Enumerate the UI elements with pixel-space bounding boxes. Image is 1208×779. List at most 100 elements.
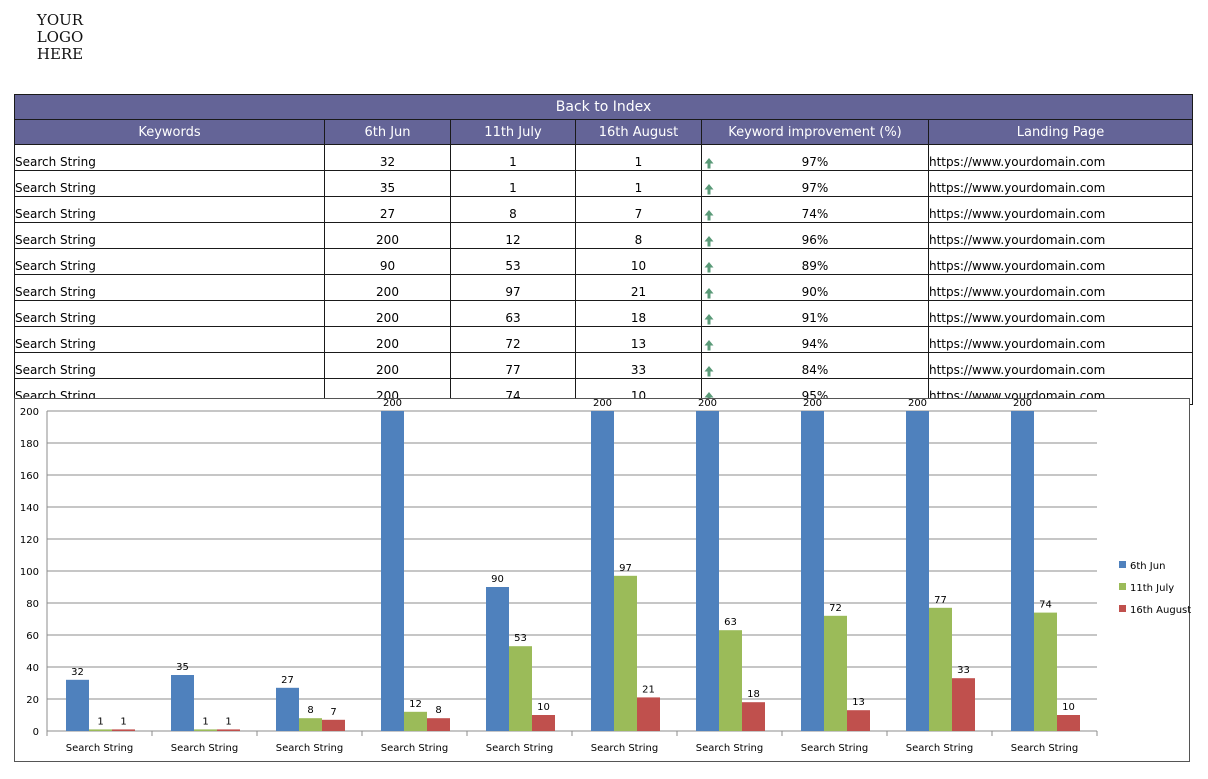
rank-6th-jun-cell: 200 <box>324 274 451 301</box>
y-tick-label: 40 <box>26 663 39 674</box>
table-row: Search String 32 1 1 97% https://www.yourdoma… <box>14 144 1194 171</box>
up-arrow-icon <box>704 184 714 195</box>
keyword-cell: Search String <box>14 326 325 353</box>
bar <box>847 710 870 731</box>
logo-line-3: HERE <box>36 45 84 63</box>
data-label: 7 <box>330 707 336 718</box>
data-label: 200 <box>383 399 402 409</box>
rank-16th-august-cell: 33 <box>575 352 702 379</box>
table-row: Search String 35 1 1 97% https://www.yourdoma… <box>14 170 1194 197</box>
bar <box>1057 715 1080 731</box>
rank-11th-july-cell: 72 <box>450 326 576 353</box>
landing-page-cell: https://www.yourdomain.com <box>927 248 1194 275</box>
keyword-table: Back to Index Keywords 6th Jun 11th July… <box>13 94 1194 405</box>
landing-page-cell: https://www.yourdomain.com <box>927 222 1194 249</box>
data-label: 18 <box>747 689 760 700</box>
table-row: Search String 200 77 33 84% https://www.yourd… <box>14 352 1194 379</box>
improvement-cell: 84% <box>701 352 929 379</box>
bar <box>66 679 89 731</box>
data-label: 200 <box>908 399 927 409</box>
rank-6th-jun-cell: 200 <box>324 300 451 327</box>
landing-page-cell: https://www.yourdomain.com <box>927 352 1194 379</box>
rank-6th-jun-cell: 27 <box>324 196 451 223</box>
data-label: 10 <box>537 702 550 713</box>
bar <box>824 615 847 731</box>
logo-line-2: LOGO <box>36 28 84 46</box>
table-row: Search String 200 72 13 94% https://www.yourd… <box>14 326 1194 353</box>
bar <box>194 729 217 731</box>
rank-16th-august-cell: 1 <box>575 144 702 171</box>
table-row: Search String 27 8 7 74% https://www.yourdoma… <box>14 196 1194 223</box>
logo: YOUR LOGO HERE <box>28 12 92 63</box>
data-label: 12 <box>409 699 422 710</box>
rank-16th-august-cell: 21 <box>575 274 702 301</box>
bar <box>801 411 824 731</box>
keyword-cell: Search String <box>14 352 325 379</box>
x-tick-label: Search String <box>486 743 553 754</box>
legend-label: 6th Jun <box>1130 561 1165 572</box>
bar <box>276 687 299 731</box>
landing-page-cell: https://www.yourdomain.com <box>927 144 1194 171</box>
bar <box>89 729 112 731</box>
y-tick-label: 120 <box>20 535 39 546</box>
keyword-cell: Search String <box>14 196 325 223</box>
y-tick-label: 0 <box>33 727 39 738</box>
y-tick-label: 80 <box>26 599 39 610</box>
up-arrow-icon <box>704 392 714 403</box>
rank-6th-jun-cell: 200 <box>324 352 451 379</box>
bar <box>1011 411 1034 731</box>
back-to-index-link[interactable]: Back to Index <box>13 94 1194 120</box>
rank-6th-jun-cell: 200 <box>324 326 451 353</box>
bar <box>614 575 637 731</box>
landing-page-cell: https://www.yourdomain.com <box>927 326 1194 353</box>
table-row: Search String 200 97 21 90% https://www.yourd… <box>14 274 1194 301</box>
improvement-cell: 97% <box>701 144 929 171</box>
x-tick-label: Search String <box>276 743 343 754</box>
rank-16th-august-cell: 10 <box>575 248 702 275</box>
y-tick-label: 200 <box>20 407 39 418</box>
header-landing-page: Landing Page <box>927 119 1194 145</box>
landing-page-cell: https://www.yourdomain.com <box>927 196 1194 223</box>
improvement-cell: 90% <box>701 274 929 301</box>
data-label: 27 <box>281 675 294 686</box>
rank-11th-july-cell: 97 <box>450 274 576 301</box>
x-tick-label: Search String <box>801 743 868 754</box>
landing-page-cell: https://www.yourdomain.com <box>927 170 1194 197</box>
improvement-value: 74% <box>801 207 829 221</box>
y-tick-label: 60 <box>26 631 39 642</box>
rank-6th-jun-cell: 35 <box>324 170 451 197</box>
rank-16th-august-cell: 13 <box>575 326 702 353</box>
bar <box>322 719 345 731</box>
rank-11th-july-cell: 1 <box>450 144 576 171</box>
improvement-value: 90% <box>801 285 829 299</box>
bar <box>171 675 194 731</box>
improvement-cell: 96% <box>701 222 929 249</box>
rank-6th-jun-cell: 90 <box>324 248 451 275</box>
bar <box>217 729 240 731</box>
keyword-cell: Search String <box>14 222 325 249</box>
improvement-value: 91% <box>801 311 829 325</box>
data-label: 8 <box>307 705 313 716</box>
keyword-cell: Search String <box>14 248 325 275</box>
improvement-value: 97% <box>801 181 829 195</box>
y-tick-label: 140 <box>20 503 39 514</box>
data-label: 1 <box>120 716 126 727</box>
bar <box>486 587 509 731</box>
rankings-bar-chart: 0 20 40 60 80 100 120 140 160 180 200 32 1 1 Search St… <box>14 398 1191 762</box>
bar <box>509 646 532 731</box>
data-label: 33 <box>957 665 970 676</box>
bar <box>906 411 929 731</box>
data-label: 21 <box>642 684 655 695</box>
keyword-cell: Search String <box>14 274 325 301</box>
header-keyword-improvement: Keyword improvement (%) <box>701 119 929 145</box>
table-row: Search String 90 53 10 89% https://www.yourdo… <box>14 248 1194 275</box>
bar <box>427 718 450 731</box>
improvement-value: 97% <box>801 155 829 169</box>
x-tick-label: Search String <box>591 743 658 754</box>
data-label: 97 <box>619 563 632 574</box>
rank-16th-august-cell: 7 <box>575 196 702 223</box>
table-row: Search String 200 12 8 96% https://www.yourdo… <box>14 222 1194 249</box>
data-label: 35 <box>176 662 189 673</box>
improvement-value: 94% <box>801 337 829 351</box>
data-label: 63 <box>724 617 737 628</box>
